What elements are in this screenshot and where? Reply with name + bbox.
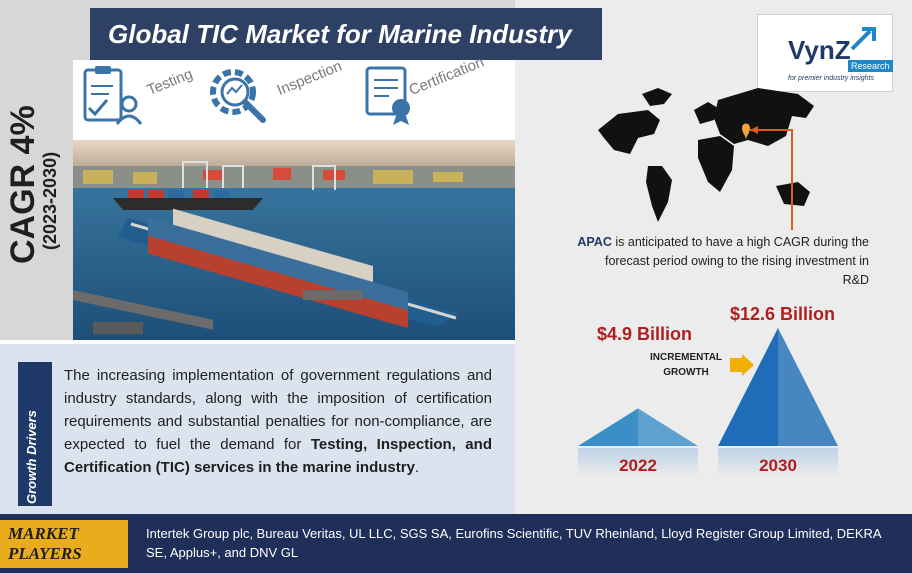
testing-label: Testing	[144, 65, 196, 99]
growth-drivers-emphasis: Testing, Inspection, and Certification (…	[64, 436, 492, 476]
growth-drivers-panel: Growth Drivers The increasing implementa…	[0, 344, 515, 514]
market-players-list: Intertek Group plc, Bureau Veritas, UL L…	[146, 526, 881, 560]
market-players-heading: MARKET PLAYERS	[8, 524, 82, 564]
growth-label-line1: INCREMENTAL	[650, 352, 723, 363]
gear-magnifier-icon	[205, 64, 271, 131]
pyramid-bar-2030-left	[718, 328, 778, 446]
logo-brand: VynZ	[788, 35, 851, 65]
pyramid-bar-2022-left	[578, 408, 638, 446]
market-size-chart	[578, 328, 838, 478]
logo-sub: Research	[848, 60, 893, 72]
cagr-period: (2023-2030)	[40, 151, 60, 250]
tic-icon-row: Testing Inspection Certification	[73, 54, 515, 140]
pyramid-bar-2030-right	[778, 328, 838, 446]
players-heading-line2: PLAYERS	[8, 544, 82, 563]
logo-tagline: for premier industry insights	[788, 75, 874, 82]
growth-drivers-heading: Growth Drivers	[24, 410, 39, 504]
pyramid-base-2022	[578, 448, 698, 478]
apac-note: APAC is anticipated to have a high CAGR …	[577, 233, 869, 290]
page-title: Global TIC Market for Marine Industry	[90, 8, 602, 60]
clipboard-checklist-icon	[79, 64, 143, 131]
pyramid-base-2030	[718, 448, 838, 478]
apac-description: is anticipated to have a high CAGR durin…	[604, 235, 869, 287]
growth-drivers-tab: Growth Drivers	[18, 362, 52, 506]
growth-arrow-icon	[730, 354, 754, 376]
growth-label-line2: GROWTH	[663, 367, 709, 378]
apac-marker-icon	[742, 123, 750, 140]
category-label-2022: 2022	[619, 456, 657, 475]
inspection-label: Inspection	[274, 57, 345, 99]
container-ship-photo	[73, 140, 515, 340]
vynz-logo: VynZ Research for premier industry insig…	[757, 14, 893, 92]
apac-region: APAC	[577, 235, 612, 249]
value-label-2022: $4.9 Billion	[597, 324, 693, 344]
certificate-icon	[363, 64, 419, 131]
category-label-2030: 2030	[759, 456, 797, 475]
world-map	[590, 80, 820, 230]
players-heading-line1: MARKET	[8, 524, 79, 543]
logo-arrow-icon	[850, 27, 876, 51]
market-players-bar: MARKET PLAYERS Intertek Group plc, Burea…	[0, 514, 912, 573]
incremental-growth-label: INCREMENTAL GROWTH	[650, 350, 722, 380]
pyramid-bar-2022-right	[638, 408, 698, 446]
growth-drivers-text: The increasing implementation of governm…	[64, 364, 492, 479]
market-players-tag: MARKET PLAYERS	[0, 520, 128, 568]
growth-drivers-body: The increasing implementation of governm…	[64, 367, 492, 453]
cagr-value: CAGR 4%	[4, 105, 42, 264]
growth-drivers-end: .	[414, 459, 420, 476]
value-label-2030: $12.6 Billion	[730, 304, 836, 324]
